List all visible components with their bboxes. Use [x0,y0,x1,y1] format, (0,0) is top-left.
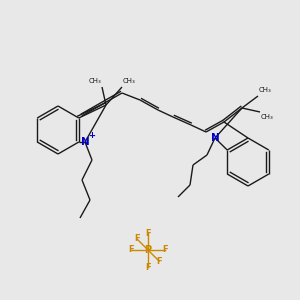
Text: F: F [162,245,168,254]
Text: F: F [145,262,151,272]
Text: F: F [156,256,162,266]
Text: CH₃: CH₃ [88,78,101,84]
Text: +: + [88,130,95,140]
Text: P: P [144,245,152,255]
Text: CH₃: CH₃ [123,78,136,84]
Text: N: N [81,137,89,147]
Text: CH₃: CH₃ [261,114,274,120]
Text: N: N [211,133,219,143]
Text: F: F [134,235,140,244]
Text: CH₃: CH₃ [259,87,272,93]
Text: F: F [145,229,151,238]
Text: F: F [128,245,134,254]
